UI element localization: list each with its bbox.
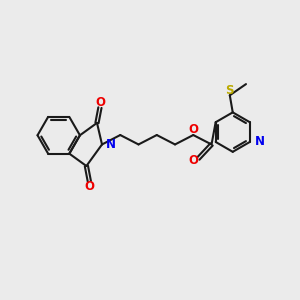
Text: O: O xyxy=(95,96,105,109)
Text: O: O xyxy=(188,123,198,136)
Text: N: N xyxy=(106,138,116,151)
Text: S: S xyxy=(226,84,234,97)
Text: O: O xyxy=(84,180,94,193)
Text: O: O xyxy=(189,154,199,167)
Text: N: N xyxy=(255,136,265,148)
